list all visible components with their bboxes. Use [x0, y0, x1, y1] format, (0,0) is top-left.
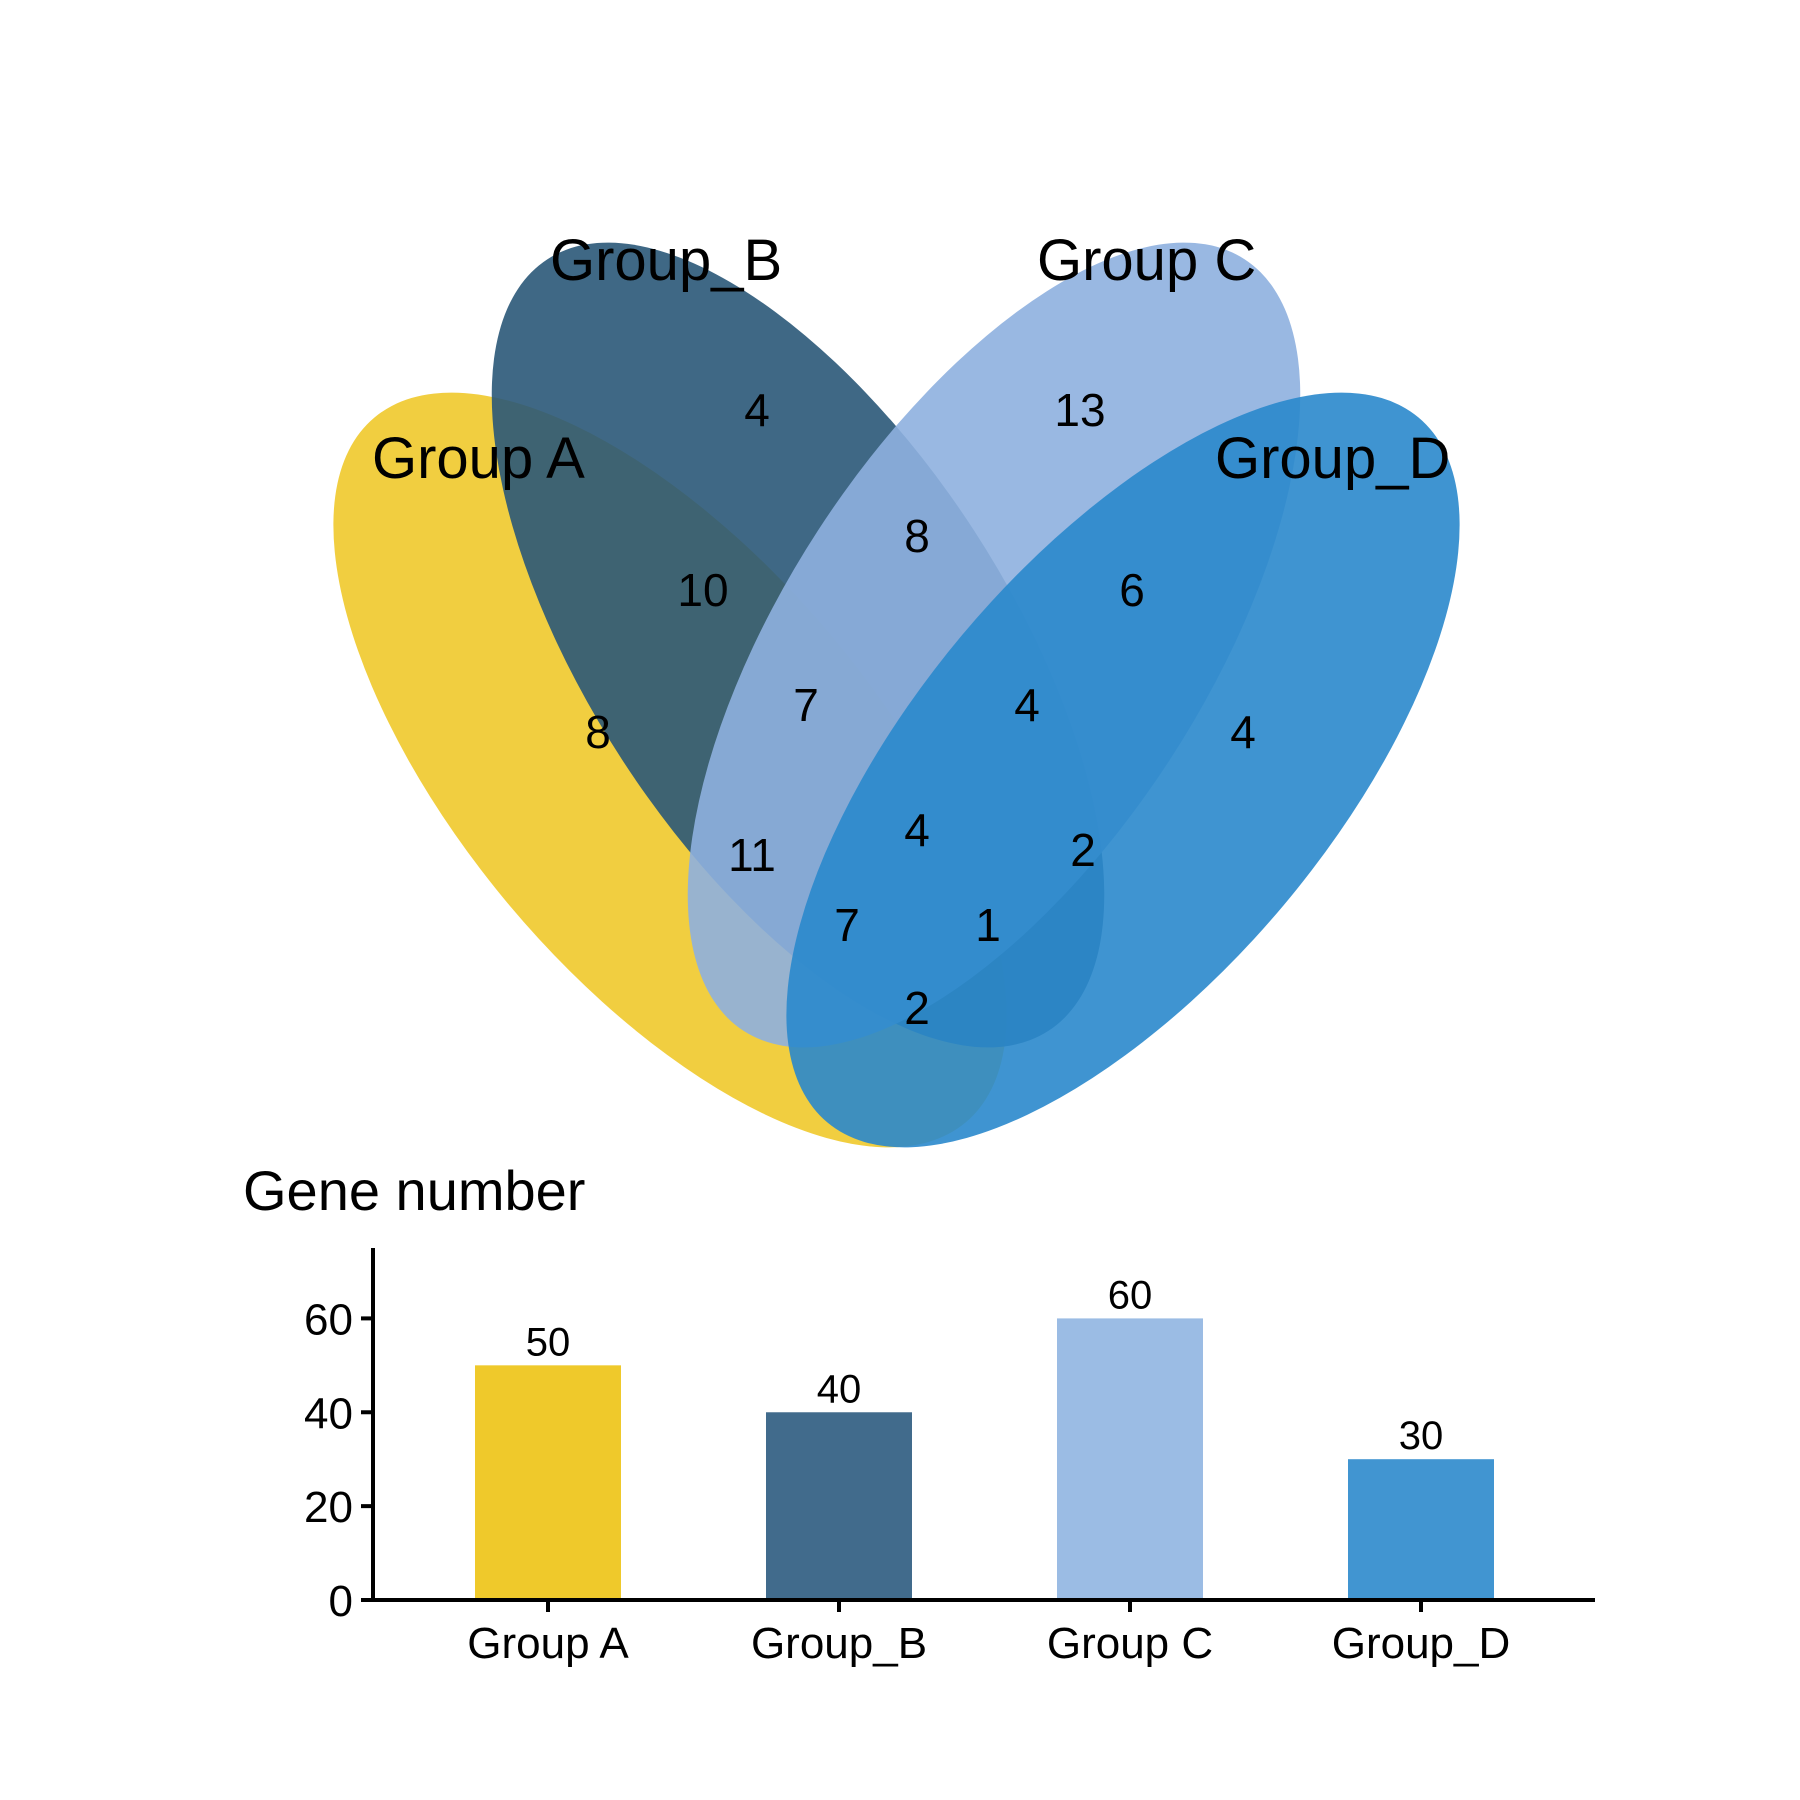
venn-region-count-group-a: 8	[585, 706, 611, 758]
venn-region-count-group-c-group-d: 6	[1119, 564, 1145, 616]
venn-region-count-group-b-group-c-group-d: 4	[1014, 679, 1040, 731]
venn-region-count-group-a-group-b-group-c-group-d: 4	[904, 804, 930, 856]
y-tick-label-40: 40	[304, 1389, 353, 1438]
x-tick-label-group-c: Group C	[1047, 1619, 1213, 1668]
bar-group-a	[475, 1365, 621, 1600]
data-label-group-a: 50	[526, 1320, 571, 1364]
y-tick-label-0: 0	[329, 1577, 353, 1626]
venn-region-count-group-c: 13	[1054, 384, 1105, 436]
x-tick-label-group-d: Group_D	[1332, 1619, 1511, 1668]
venn-region-count-group-d: 4	[1230, 706, 1256, 758]
venn-set-label-group-a: Group A	[372, 426, 585, 491]
y-tick-label-60: 60	[304, 1295, 353, 1344]
venn-ellipse-group-d	[786, 392, 1460, 1148]
data-label-group-c: 60	[1108, 1273, 1153, 1317]
venn-region-count-group-a-group-c-group-d: 7	[834, 899, 860, 951]
venn-region-count-group-a-group-b-group-d: 1	[975, 899, 1001, 951]
bar-chart: Gene number 50 Group A 40 Group_B 60 Group C 30…	[243, 1159, 1595, 1668]
venn-region-count-group-a-group-b: 10	[677, 564, 728, 616]
bar-group-d	[1348, 1459, 1494, 1600]
y-tick-label-20: 20	[304, 1483, 353, 1532]
x-tick-label-group-a: Group A	[467, 1619, 629, 1668]
venn-set-label-group-b: Group_B	[550, 228, 782, 293]
data-label-group-b: 40	[817, 1367, 862, 1411]
venn-region-count-group-b-group-d: 2	[1070, 824, 1096, 876]
data-label-group-d: 30	[1399, 1414, 1444, 1458]
bar-group-c	[1057, 1318, 1203, 1600]
venn-region-count-group-a-group-b-group-c: 7	[793, 679, 819, 731]
x-tick-label-group-b: Group_B	[751, 1619, 927, 1668]
venn-region-count-group-b-group-c: 8	[904, 510, 930, 562]
venn-set-label-group-d: Group_D	[1215, 426, 1450, 491]
bar-chart-title: Gene number	[243, 1159, 585, 1222]
venn-region-count-group-b: 4	[744, 384, 770, 436]
venn-region-count-group-a-group-d: 2	[904, 982, 930, 1034]
venn-region-count-group-a-group-c: 11	[728, 829, 776, 881]
venn-set-label-group-c: Group C	[1037, 228, 1256, 293]
bar-group-b	[766, 1412, 912, 1600]
